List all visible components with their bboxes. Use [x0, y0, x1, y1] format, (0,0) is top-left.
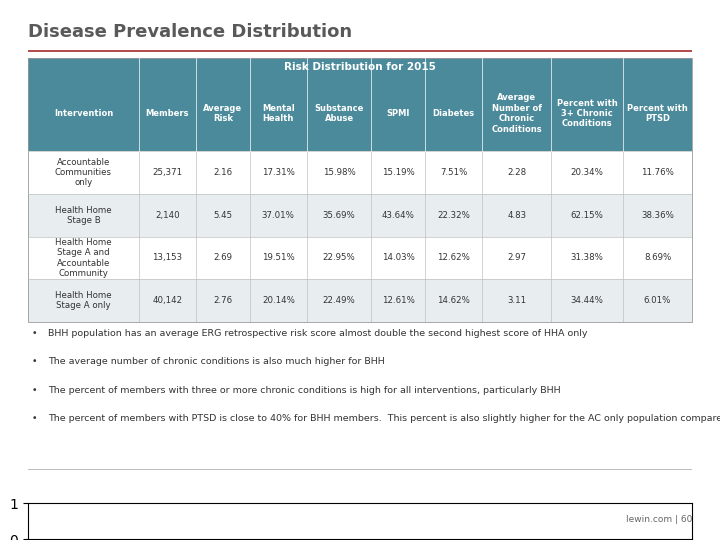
- Text: 22.49%: 22.49%: [323, 296, 356, 305]
- Text: 12.62%: 12.62%: [437, 253, 470, 262]
- Text: 35.69%: 35.69%: [323, 211, 356, 220]
- Text: 2.76: 2.76: [213, 296, 233, 305]
- Text: 40,142: 40,142: [153, 296, 182, 305]
- Text: 6.01%: 6.01%: [644, 296, 671, 305]
- Text: Percent with
3+ Chronic
Conditions: Percent with 3+ Chronic Conditions: [557, 99, 618, 129]
- Text: 20.34%: 20.34%: [571, 168, 603, 177]
- Text: Health Home
Stage B: Health Home Stage B: [55, 206, 112, 225]
- Text: 5.45: 5.45: [213, 211, 233, 220]
- Text: 3.11: 3.11: [507, 296, 526, 305]
- Text: 2.97: 2.97: [507, 253, 526, 262]
- Text: 11.76%: 11.76%: [641, 168, 674, 177]
- Bar: [28, 76, 692, 151]
- Text: •: •: [32, 329, 37, 338]
- Bar: [28, 151, 692, 194]
- Text: •: •: [32, 414, 37, 423]
- Text: Intervention: Intervention: [54, 109, 113, 118]
- Text: 43.64%: 43.64%: [382, 211, 415, 220]
- Text: 2.16: 2.16: [213, 168, 233, 177]
- Bar: [28, 194, 692, 237]
- Text: 22.95%: 22.95%: [323, 253, 356, 262]
- Text: Members: Members: [145, 109, 189, 118]
- Text: 34.44%: 34.44%: [571, 296, 603, 305]
- Text: Disease Prevalence Distribution: Disease Prevalence Distribution: [28, 23, 352, 40]
- Text: Average
Number of
Chronic
Conditions: Average Number of Chronic Conditions: [491, 93, 542, 134]
- Text: 14.62%: 14.62%: [437, 296, 470, 305]
- Text: 19.51%: 19.51%: [262, 253, 294, 262]
- Text: Diabetes: Diabetes: [433, 109, 474, 118]
- Text: Substance
Abuse: Substance Abuse: [315, 104, 364, 123]
- Text: The average number of chronic conditions is also much higher for BHH: The average number of chronic conditions…: [48, 357, 384, 366]
- Text: 12.61%: 12.61%: [382, 296, 415, 305]
- Text: Average
Risk: Average Risk: [203, 104, 243, 123]
- Text: 31.38%: 31.38%: [571, 253, 603, 262]
- Text: The percent of members with PTSD is close to 40% for BHH members.  This percent : The percent of members with PTSD is clos…: [48, 414, 720, 423]
- Text: •: •: [32, 386, 37, 395]
- Bar: [28, 237, 692, 279]
- Bar: [28, 58, 692, 76]
- Text: 2.28: 2.28: [507, 168, 526, 177]
- Text: 15.19%: 15.19%: [382, 168, 415, 177]
- Text: SPMI: SPMI: [387, 109, 410, 118]
- Text: Health Home
Stage A only: Health Home Stage A only: [55, 291, 112, 310]
- Text: Accountable
Communities
only: Accountable Communities only: [55, 158, 112, 187]
- Text: 20.14%: 20.14%: [262, 296, 294, 305]
- Text: Percent with
PTSD: Percent with PTSD: [627, 104, 688, 123]
- Text: 62.15%: 62.15%: [571, 211, 603, 220]
- Text: BHH population has an average ERG retrospective risk score almost double the sec: BHH population has an average ERG retros…: [48, 329, 588, 338]
- Text: 4.83: 4.83: [507, 211, 526, 220]
- Text: Mental
Health: Mental Health: [262, 104, 294, 123]
- Bar: [28, 279, 692, 322]
- Text: 37.01%: 37.01%: [262, 211, 294, 220]
- Text: Health Home
Stage A and
Accountable
Community: Health Home Stage A and Accountable Comm…: [55, 238, 112, 278]
- Text: 38.36%: 38.36%: [641, 211, 674, 220]
- Text: 2,140: 2,140: [155, 211, 180, 220]
- Text: 8.69%: 8.69%: [644, 253, 671, 262]
- Text: •: •: [32, 357, 37, 366]
- Text: lewin.com | 60: lewin.com | 60: [626, 515, 692, 523]
- Text: 25,371: 25,371: [153, 168, 182, 177]
- Text: 14.03%: 14.03%: [382, 253, 415, 262]
- Text: 2.69: 2.69: [213, 253, 233, 262]
- Text: The percent of members with three or more chronic conditions is high for all int: The percent of members with three or mor…: [48, 386, 561, 395]
- Text: 13,153: 13,153: [153, 253, 182, 262]
- Text: 22.32%: 22.32%: [437, 211, 470, 220]
- Text: 17.31%: 17.31%: [262, 168, 294, 177]
- Text: 15.98%: 15.98%: [323, 168, 356, 177]
- Text: Risk Distribution for 2015: Risk Distribution for 2015: [284, 62, 436, 72]
- Text: 7.51%: 7.51%: [440, 168, 467, 177]
